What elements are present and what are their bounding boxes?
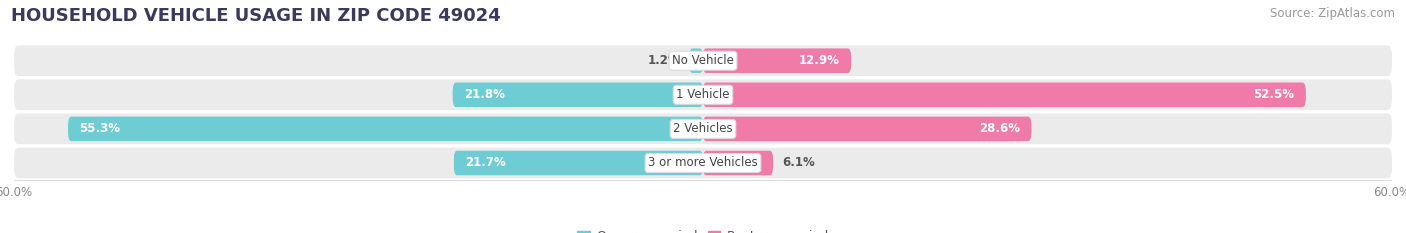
- Text: Source: ZipAtlas.com: Source: ZipAtlas.com: [1270, 7, 1395, 20]
- Text: 2 Vehicles: 2 Vehicles: [673, 122, 733, 135]
- Text: 55.3%: 55.3%: [80, 122, 121, 135]
- Text: 1 Vehicle: 1 Vehicle: [676, 88, 730, 101]
- FancyBboxPatch shape: [703, 116, 1032, 141]
- Text: 52.5%: 52.5%: [1253, 88, 1295, 101]
- FancyBboxPatch shape: [703, 82, 1306, 107]
- Text: 21.7%: 21.7%: [465, 157, 506, 169]
- Text: No Vehicle: No Vehicle: [672, 54, 734, 67]
- Text: HOUSEHOLD VEHICLE USAGE IN ZIP CODE 49024: HOUSEHOLD VEHICLE USAGE IN ZIP CODE 4902…: [11, 7, 501, 25]
- Text: 28.6%: 28.6%: [979, 122, 1019, 135]
- FancyBboxPatch shape: [453, 82, 703, 107]
- FancyBboxPatch shape: [14, 45, 1392, 76]
- Text: 3 or more Vehicles: 3 or more Vehicles: [648, 157, 758, 169]
- FancyBboxPatch shape: [14, 79, 1392, 110]
- FancyBboxPatch shape: [14, 113, 1392, 144]
- Text: 1.2%: 1.2%: [647, 54, 681, 67]
- Text: 12.9%: 12.9%: [799, 54, 839, 67]
- Text: 6.1%: 6.1%: [782, 157, 815, 169]
- FancyBboxPatch shape: [703, 48, 851, 73]
- FancyBboxPatch shape: [67, 116, 703, 141]
- FancyBboxPatch shape: [14, 148, 1392, 178]
- Text: 21.8%: 21.8%: [464, 88, 505, 101]
- FancyBboxPatch shape: [703, 151, 773, 175]
- FancyBboxPatch shape: [454, 151, 703, 175]
- FancyBboxPatch shape: [689, 48, 703, 73]
- Legend: Owner-occupied, Renter-occupied: Owner-occupied, Renter-occupied: [572, 225, 834, 233]
